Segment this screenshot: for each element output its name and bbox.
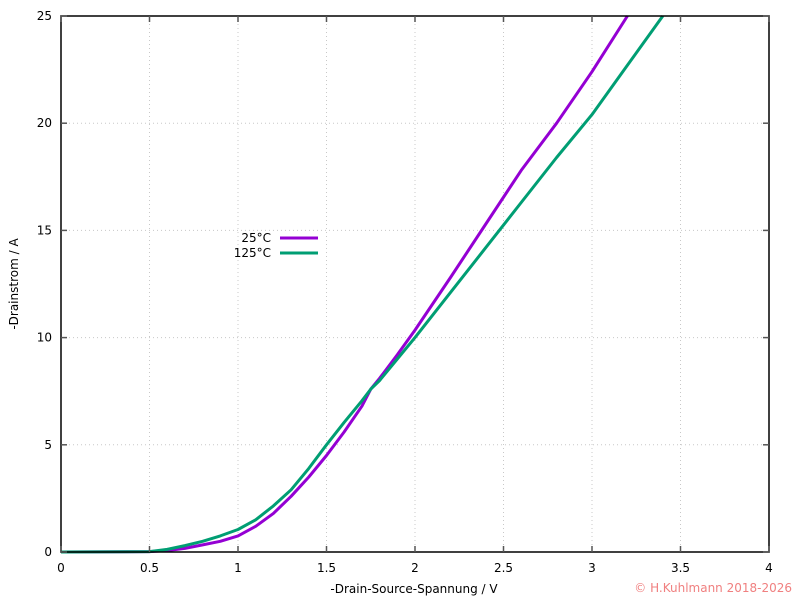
legend-label-125c: 125°C [234,246,271,260]
data-series [60,15,665,554]
copyright-notice: © H.Kuhlmann 2018-2026 [634,581,792,595]
x-tick-label: 3.5 [671,561,690,575]
y-tick-labels: 0 5 10 15 20 25 [37,9,52,559]
axis-ticks [60,15,770,553]
x-tick-label: 1 [234,561,242,575]
series-line-0 [60,15,629,554]
y-tick-label: 15 [37,223,52,237]
x-tick-label: 0.5 [140,561,159,575]
x-tick-label: 2 [411,561,419,575]
legend-label-25c: 25°C [241,231,271,245]
y-tick-label: 0 [44,545,52,559]
x-tick-label: 4 [765,561,773,575]
y-tick-label: 10 [37,331,52,345]
x-tick-label: 2.5 [494,561,513,575]
series-line-1 [60,15,665,554]
x-tick-label: 1.5 [317,561,336,575]
y-axis-label: -Drainstrom / A [7,238,21,330]
x-tick-label: 3 [588,561,596,575]
grid-lines [61,16,769,552]
x-tick-labels: 0 0.5 1 1.5 2 2.5 3 3.5 4 [57,561,773,575]
y-tick-label: 20 [37,116,52,130]
y-tick-label: 5 [44,438,52,452]
x-tick-label: 0 [57,561,65,575]
x-axis-label: -Drain-Source-Spannung / V [330,582,498,596]
y-tick-label: 25 [37,9,52,23]
legend: 25°C 125°C [234,231,318,260]
